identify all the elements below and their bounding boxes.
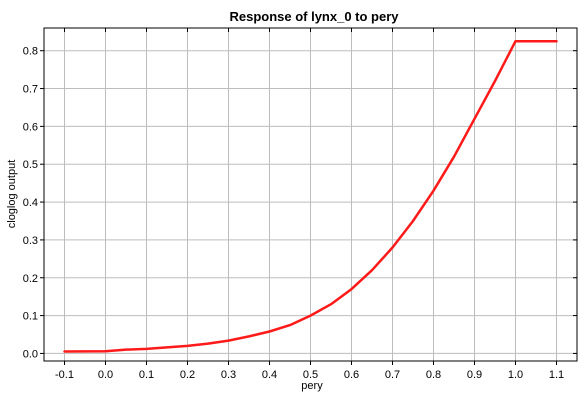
y-axis-label: cloglog output bbox=[6, 160, 18, 229]
x-tick-label: 1.1 bbox=[549, 369, 564, 381]
x-tick-label: 0.1 bbox=[139, 369, 154, 381]
x-tick-label: 0.6 bbox=[344, 369, 359, 381]
y-tick-label: 0.0 bbox=[23, 348, 38, 360]
y-tick-label: 0.1 bbox=[23, 311, 38, 323]
curve-layer bbox=[63, 39, 558, 353]
y-tick-label: 0.3 bbox=[23, 235, 38, 247]
x-tick-label: 1.0 bbox=[508, 369, 523, 381]
x-tick-label: 0.5 bbox=[303, 369, 318, 381]
y-tick-label: 0.7 bbox=[23, 84, 38, 96]
x-tick-label: 0.9 bbox=[467, 369, 482, 381]
x-tick-label: 0.7 bbox=[385, 369, 400, 381]
axis-ticks: -0.1 0.0 0.1 0.2 0.3 0.4 0.5 0.6 0.7 0.8 0.9 1.0 1.1… bbox=[23, 28, 577, 381]
chart-title: Response of lynx_0 to pery bbox=[229, 9, 399, 24]
x-tick-label: 0.2 bbox=[180, 369, 195, 381]
x-tick-label: -0.1 bbox=[55, 369, 74, 381]
y-tick-label: 0.2 bbox=[23, 273, 38, 285]
y-tick-label: 0.5 bbox=[23, 159, 38, 171]
y-tick-label: 0.4 bbox=[23, 197, 38, 209]
x-tick-label: 0.0 bbox=[98, 369, 113, 381]
y-tick-label: 0.8 bbox=[23, 46, 38, 58]
y-tick-label: 0.6 bbox=[23, 121, 38, 133]
x-tick-label: 0.8 bbox=[426, 369, 441, 381]
response-curve bbox=[63, 39, 558, 353]
x-tick-label: 0.3 bbox=[221, 369, 236, 381]
x-tick-label: 0.4 bbox=[262, 369, 277, 381]
x-axis-label: pery bbox=[301, 380, 323, 392]
grid-lines bbox=[44, 28, 577, 361]
